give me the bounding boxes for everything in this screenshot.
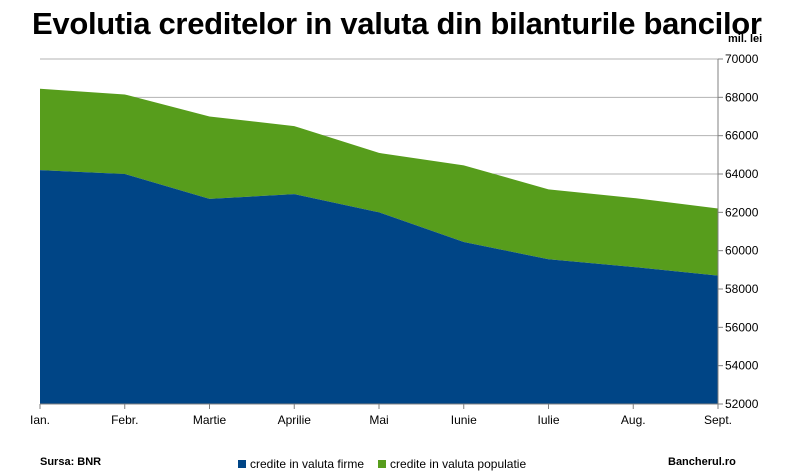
y-tick-label: 60000 [725, 244, 759, 258]
x-tick-label: Iunie [451, 413, 477, 427]
legend-swatch-firme [238, 460, 246, 468]
x-tick-label: Sept. [704, 413, 732, 427]
legend-label-populatie: credite in valuta populatie [390, 457, 527, 471]
y-tick-label: 58000 [725, 282, 759, 296]
legend-item-populatie: credite in valuta populatie [378, 457, 526, 471]
chart-title: Evolutia creditelor in valuta din bilant… [32, 6, 762, 41]
area-series-populatie [40, 88, 718, 276]
y-tick-label: 62000 [725, 205, 759, 219]
y-tick-label: 54000 [725, 359, 759, 373]
x-tick-label: Aprilie [278, 413, 312, 427]
source-note: Sursa: BNR [40, 456, 102, 468]
x-axis-ticks: Ian. Febr. Martie Aprilie Mai Iunie Iulie Aug. S… [30, 413, 732, 427]
y-tick-label: 66000 [725, 129, 759, 143]
legend-item-firme: credite in valuta firme [238, 457, 364, 471]
y-tick-label: 68000 [725, 90, 759, 104]
brand-name: Bancherul.ro [668, 456, 736, 468]
y-tick-label: 64000 [725, 167, 759, 181]
x-tick-label: Mai [369, 413, 388, 427]
chart-axes [39, 58, 723, 409]
chart-areas [40, 88, 718, 404]
legend-swatch-populatie [378, 460, 387, 468]
x-tick-label: Aug. [621, 413, 646, 427]
chart-legend: credite in valuta firme credite in valut… [238, 457, 540, 471]
y-tick-label: 52000 [725, 397, 759, 411]
x-tick-label: Ian. [30, 413, 50, 427]
area-series-firme [40, 170, 718, 404]
x-tick-label: Martie [193, 413, 227, 427]
legend-label-firme: credite in valuta firme [250, 457, 365, 471]
y-tick-label: 70000 [725, 52, 759, 66]
x-tick-label: Iulie [537, 413, 559, 427]
y-tick-label: 56000 [725, 320, 759, 334]
y-axis-ticks: 52000 54000 56000 58000 60000 62000 64000 66000… [725, 52, 759, 411]
y-axis-unit: mil. lei [728, 33, 763, 45]
x-tick-label: Febr. [111, 413, 138, 427]
